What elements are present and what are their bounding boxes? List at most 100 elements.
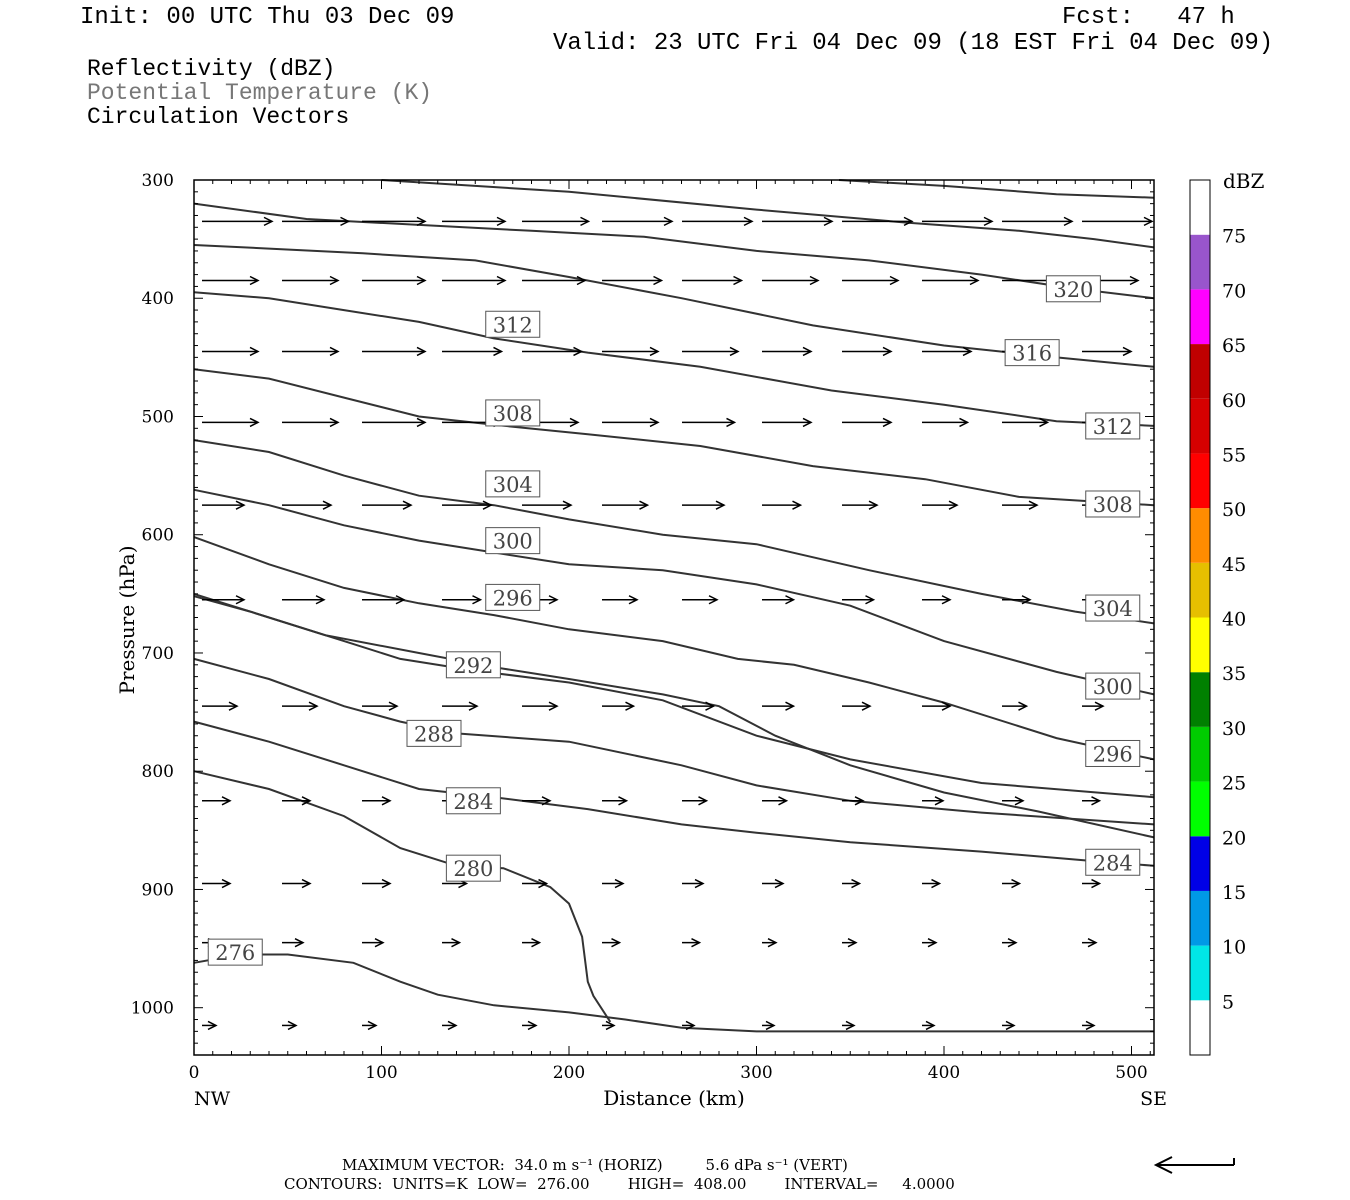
colorbar-bin [1190, 945, 1210, 1001]
circulation-vector [602, 796, 629, 806]
contour-label: 308 [493, 402, 533, 426]
contour-label-box [1085, 848, 1141, 876]
circulation-vector [1082, 216, 1154, 227]
circulation-vector [602, 417, 660, 428]
vector-head [249, 275, 260, 286]
colorbar-bin [1190, 726, 1210, 782]
vector-head [694, 878, 705, 889]
vector-head [903, 216, 914, 227]
theta-contour [193, 953, 1154, 1033]
theta-contours [193, 179, 1155, 1033]
colorbar-tick-label: 45 [1222, 554, 1246, 576]
y-tick-label: 700 [142, 644, 174, 664]
circulation-vector [762, 500, 803, 510]
vector-head [1085, 1020, 1096, 1031]
vector-head [639, 500, 650, 510]
circulation-vector [522, 937, 542, 948]
vector-head [845, 1020, 856, 1031]
circulation-vector [602, 937, 622, 948]
y-tick-label: 500 [142, 407, 174, 427]
colorbar-tick-label: 10 [1222, 937, 1246, 959]
colorbar-tick-label: 30 [1222, 718, 1246, 740]
colorbar-tick-label: 25 [1222, 773, 1246, 795]
circulation-vector [442, 937, 462, 948]
circulation-vector [1002, 1020, 1016, 1031]
vector-head [402, 500, 413, 510]
contour-label: 288 [414, 722, 454, 746]
circulation-vector [682, 937, 702, 948]
circulation-vector [762, 878, 785, 889]
theta-contour [193, 202, 1155, 300]
vector-head [941, 701, 952, 711]
theta-contour [838, 179, 1155, 199]
colorbar-tick-label: 50 [1222, 499, 1246, 521]
colorbar-bin [1190, 781, 1210, 837]
x-left-end-label: NW [194, 1088, 231, 1110]
contour-label-box [1085, 672, 1141, 700]
contour-label: 280 [453, 857, 493, 881]
circulation-vector [1082, 346, 1133, 357]
vector-head [482, 500, 493, 510]
circulation-vector [282, 595, 326, 605]
circulation-vector [202, 500, 246, 510]
circulation-vector [202, 275, 260, 286]
circulation-vector [842, 796, 865, 806]
circulation-vector [922, 701, 952, 711]
vector-head [548, 595, 559, 605]
contour-label: 292 [453, 654, 493, 678]
vector-head [301, 796, 312, 806]
circulation-vector [682, 595, 719, 605]
valid-time: Valid: 23 UTC Fri 04 Dec 09 (18 EST Fri … [553, 30, 1274, 57]
vector-head [969, 275, 980, 286]
contour-label: 284 [453, 790, 493, 814]
vector-head [1021, 595, 1032, 605]
vector-head [802, 417, 813, 428]
circulation-vector [362, 216, 427, 227]
circulation-vector [442, 275, 507, 286]
forecast-hour: Fcst: 47 h [1062, 4, 1235, 31]
contour-label-box [445, 651, 501, 679]
circulation-vector [522, 346, 584, 357]
vector-head [778, 796, 789, 806]
vector-head [698, 796, 709, 806]
vector-head [649, 346, 660, 357]
circulation-vector [202, 346, 260, 357]
circulation-vector [922, 595, 952, 605]
circulation-vector [282, 878, 312, 889]
vector-head [847, 937, 858, 948]
vector-head [322, 500, 333, 510]
circulation-vector [362, 701, 399, 711]
vector-head [925, 1020, 936, 1031]
circulation-vector [1002, 701, 1029, 711]
vector-head [865, 595, 876, 605]
vector-head [329, 346, 340, 357]
colorbar-tick-label: 65 [1222, 335, 1246, 357]
vector-head [329, 417, 340, 428]
circulation-vector [842, 701, 872, 711]
vector-head [367, 1020, 378, 1031]
theta-contour [193, 592, 1155, 799]
vector-head [531, 937, 542, 948]
vector-head [1018, 701, 1029, 711]
circulation-vector [762, 701, 796, 711]
vector-head [416, 275, 427, 286]
legend-vectors: Circulation Vectors [87, 104, 350, 130]
vector-head [868, 500, 879, 510]
vector-head [263, 216, 274, 227]
circulation-vector [442, 595, 483, 605]
vector-head [329, 275, 340, 286]
contour-label: 296 [493, 586, 533, 610]
colorbar-bin [1190, 398, 1210, 454]
vector-head [934, 796, 945, 806]
vector-head [1063, 216, 1074, 227]
vector-head [708, 595, 719, 605]
contour-label-box [485, 399, 541, 427]
colorbar-tick-label: 35 [1222, 663, 1246, 685]
vector-head [959, 417, 970, 428]
circulation-vector [682, 417, 737, 428]
vector-head [685, 1020, 696, 1031]
circulation-vector [1002, 500, 1039, 510]
circulation-vector [282, 275, 340, 286]
vector-head [527, 1020, 538, 1031]
contour-label-box [485, 583, 541, 611]
